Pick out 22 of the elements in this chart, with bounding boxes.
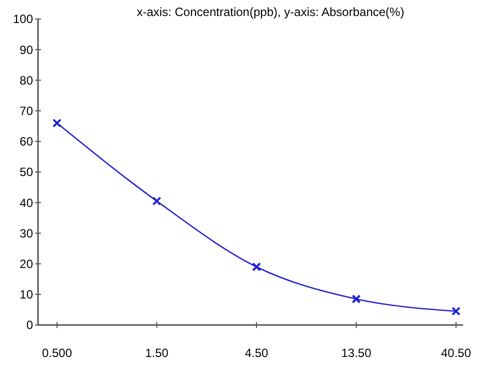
point [452, 306, 460, 316]
x-tick-label: 40.50 [440, 346, 472, 360]
y-tick-label: 30 [20, 226, 34, 240]
y-tick-label: 60 [20, 134, 34, 149]
x-tick-label: 1.50 [145, 346, 169, 360]
point [252, 262, 261, 272]
y-tick-label: 80 [20, 73, 34, 88]
y-tick-label: 100 [12, 12, 34, 26]
x-tick-label: 4.50 [244, 346, 268, 360]
point [352, 294, 361, 304]
y-tick-label: 40 [20, 196, 34, 210]
y-tick-label: 0 [26, 318, 34, 332]
y-tick-label: 90 [20, 42, 34, 57]
point [152, 196, 162, 206]
y-tick-label: 50 [20, 165, 34, 180]
x-tick-label: 0.500 [42, 346, 72, 360]
point [52, 118, 62, 128]
chart-title: x-axis: Concentration(ppb), y-axis: Absorbance(%) [136, 5, 404, 19]
y-tick-label: 70 [20, 104, 34, 118]
y-tick-label: 20 [20, 257, 34, 271]
y-tick-label: 10 [20, 288, 34, 302]
x-tick-label: 13.50 [341, 346, 372, 360]
